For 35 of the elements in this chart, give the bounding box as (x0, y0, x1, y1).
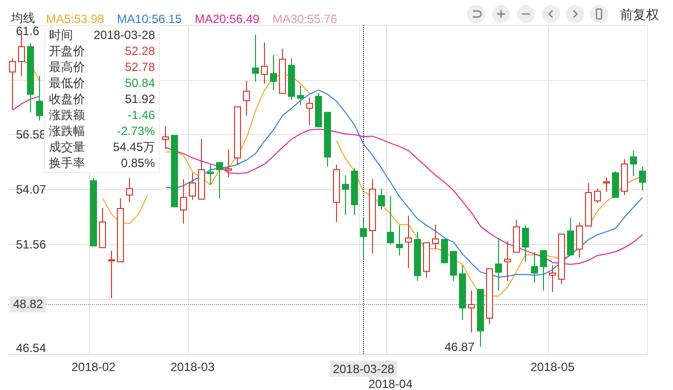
annotation: -2.73% (116, 123, 155, 139)
annotation: 54.45万 (112, 139, 155, 155)
annotation: 成交量 (49, 139, 85, 155)
x-tick-label: 2018-04 (368, 377, 413, 390)
text: MA20:56.49 (194, 12, 260, 26)
ref-line-label: 48.82 (13, 297, 44, 312)
text: MA10:56.15 (117, 12, 182, 26)
annotation: 46.87 (444, 340, 475, 354)
legend-title: 均线 (10, 11, 35, 25)
legend-label: MA30:55.76 (272, 12, 338, 26)
x-tick-label: 2018-05 (530, 360, 575, 374)
annotation: 涨跌额 (49, 107, 85, 123)
text: 前复权 (620, 6, 659, 24)
x-tick-label: 2018-03-28 (332, 362, 395, 376)
annotation: 52.78 (124, 59, 155, 75)
x-tick-label: 2018-02 (71, 360, 116, 374)
y-tick-label: 54.07 (16, 182, 46, 196)
annotation: 52.28 (124, 43, 155, 59)
annotation: 最高价 (49, 59, 85, 75)
annotation: 50.84 (124, 75, 155, 91)
annotation: -1.46 (128, 107, 155, 123)
text: MA5:53.98 (46, 12, 104, 26)
annotation: 2018-03-28 (94, 27, 155, 43)
y-tick-label: 51.56 (16, 237, 46, 252)
annotation: 51.92 (124, 91, 155, 107)
annotation: 开盘价 (49, 43, 85, 59)
y-tick-label: 61.6 (16, 24, 40, 38)
x-tick-label: 2018-03 (170, 360, 215, 374)
annotation: 0.85% (120, 155, 155, 171)
annotation: 换手率 (49, 155, 85, 171)
annotation: 收盘价 (49, 91, 85, 107)
annotation: 最低价 (49, 75, 85, 91)
y-tick-label: 46.54 (16, 341, 46, 355)
annotation: 时间 (49, 27, 73, 43)
annotation: 涨跌幅 (49, 123, 85, 139)
